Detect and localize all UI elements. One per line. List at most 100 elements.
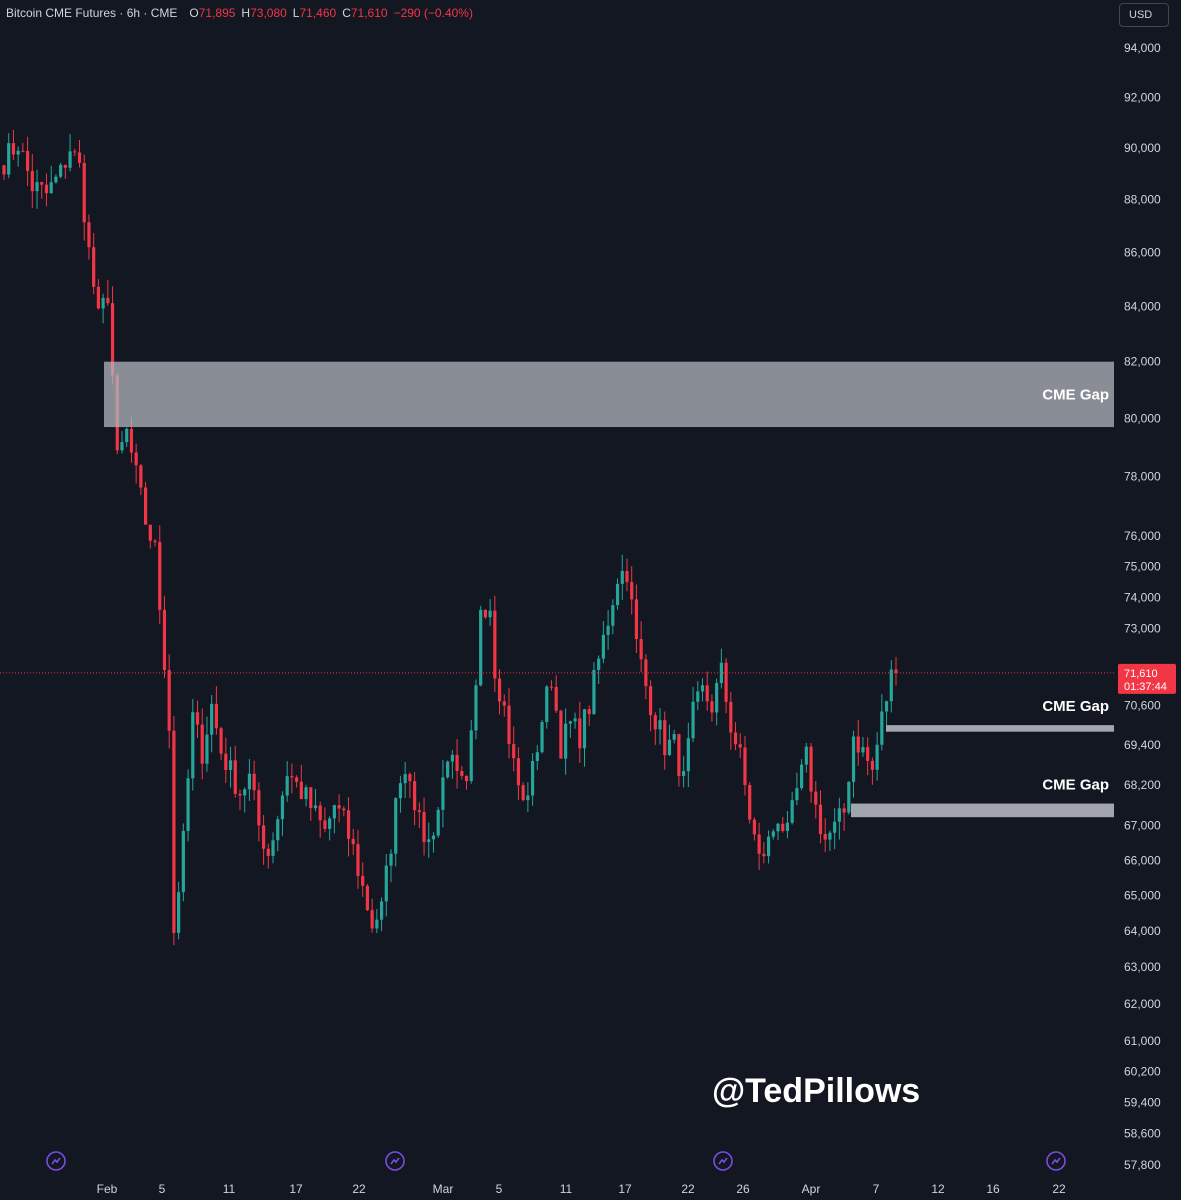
candle bbox=[290, 763, 294, 794]
candle bbox=[677, 733, 681, 787]
candle-body bbox=[766, 836, 771, 857]
candle-body bbox=[479, 609, 483, 686]
candle bbox=[280, 791, 285, 836]
candle bbox=[497, 669, 502, 715]
candle bbox=[134, 443, 138, 484]
symbol-name[interactable]: Bitcoin CME Futures · 6h · CME bbox=[6, 6, 178, 20]
candle bbox=[252, 760, 256, 801]
candle bbox=[663, 711, 667, 770]
candle bbox=[738, 733, 742, 759]
candle-body bbox=[606, 625, 610, 635]
candle-body bbox=[247, 773, 252, 790]
candle bbox=[337, 794, 341, 823]
candle bbox=[705, 671, 709, 711]
price-tick-label: 65,000 bbox=[1124, 888, 1161, 902]
candle-body bbox=[195, 712, 200, 725]
candle bbox=[21, 142, 25, 153]
price-tick-label: 74,000 bbox=[1124, 590, 1161, 604]
candle-body bbox=[535, 752, 539, 762]
price-tick-label: 69,400 bbox=[1124, 738, 1161, 752]
candle bbox=[606, 610, 610, 650]
candle bbox=[295, 775, 299, 788]
candle bbox=[568, 720, 572, 738]
candle bbox=[648, 680, 653, 732]
candle bbox=[861, 737, 865, 757]
candle-body bbox=[870, 760, 875, 770]
candle-body bbox=[601, 634, 605, 659]
candle-body bbox=[833, 821, 837, 833]
candle-body bbox=[884, 701, 889, 712]
candle-body bbox=[710, 701, 714, 713]
candle-body bbox=[620, 571, 624, 584]
candle-body bbox=[795, 788, 799, 801]
event-icon[interactable] bbox=[385, 1151, 405, 1171]
price-tick-label: 92,000 bbox=[1124, 90, 1161, 104]
candle-body bbox=[77, 152, 82, 163]
candle bbox=[40, 181, 44, 199]
candle bbox=[889, 660, 893, 713]
candle-body bbox=[63, 164, 67, 168]
cme-gap-label: CME Gap bbox=[1042, 698, 1109, 715]
candle-body bbox=[752, 819, 757, 835]
candle bbox=[389, 849, 393, 883]
candle-body bbox=[578, 718, 582, 749]
candle-body bbox=[592, 669, 596, 715]
candle bbox=[833, 808, 837, 850]
candle-body bbox=[309, 787, 313, 809]
candle bbox=[318, 801, 322, 838]
candle-body bbox=[483, 609, 487, 618]
candle-body bbox=[686, 738, 690, 772]
open-label: O bbox=[189, 6, 199, 20]
candle bbox=[483, 609, 487, 619]
candle-body bbox=[781, 823, 785, 831]
candle-body bbox=[814, 791, 818, 805]
candle bbox=[106, 280, 110, 306]
candle bbox=[2, 164, 6, 180]
price-axis[interactable]: 94,000 92,000 90,000 88,000 86,000 84,000 82,0… bbox=[1124, 41, 1161, 1172]
time-tick-label: 5 bbox=[496, 1182, 503, 1196]
candle bbox=[870, 757, 875, 785]
candle bbox=[682, 756, 686, 788]
candle bbox=[512, 726, 516, 772]
candle-body bbox=[21, 150, 25, 152]
event-icon[interactable] bbox=[1046, 1151, 1066, 1171]
candle-body bbox=[2, 165, 6, 175]
time-axis[interactable]: Feb 5 11 17 22 Mar 5 11 17 22 26 Apr 7 12 16 22 bbox=[97, 1182, 1066, 1196]
price-tick-label: 66,000 bbox=[1124, 853, 1161, 867]
price-tick-label: 76,000 bbox=[1124, 529, 1161, 543]
candles-layer bbox=[2, 129, 898, 946]
candle bbox=[535, 745, 539, 771]
candle-body bbox=[285, 776, 289, 796]
candle bbox=[25, 136, 30, 187]
candle bbox=[700, 678, 705, 702]
candle-body bbox=[634, 599, 639, 640]
candle-body bbox=[573, 718, 577, 722]
close-value: 71,610 bbox=[350, 6, 388, 20]
candle-body bbox=[25, 150, 30, 171]
candle bbox=[880, 694, 884, 751]
price-tick-label: 88,000 bbox=[1124, 192, 1161, 206]
event-icon[interactable] bbox=[46, 1151, 66, 1171]
candle-body bbox=[455, 754, 459, 772]
change-value: −290 (−0.40%) bbox=[393, 6, 473, 20]
candle-body bbox=[219, 728, 223, 754]
event-icon[interactable] bbox=[713, 1151, 733, 1171]
currency-button[interactable]: USD bbox=[1119, 3, 1169, 27]
candle-body bbox=[271, 840, 275, 856]
candle-body bbox=[682, 771, 686, 776]
candle bbox=[77, 140, 82, 168]
candle bbox=[243, 787, 247, 813]
candle bbox=[592, 662, 596, 715]
candle bbox=[601, 621, 605, 664]
candle bbox=[228, 746, 233, 788]
candle bbox=[44, 173, 49, 207]
candle-body bbox=[837, 808, 841, 822]
candle-body bbox=[68, 151, 72, 168]
candle bbox=[455, 738, 459, 789]
candle bbox=[139, 463, 143, 496]
price-tick-label: 67,000 bbox=[1124, 819, 1161, 833]
candle bbox=[261, 814, 266, 865]
candle bbox=[597, 655, 601, 684]
candle bbox=[177, 881, 181, 940]
